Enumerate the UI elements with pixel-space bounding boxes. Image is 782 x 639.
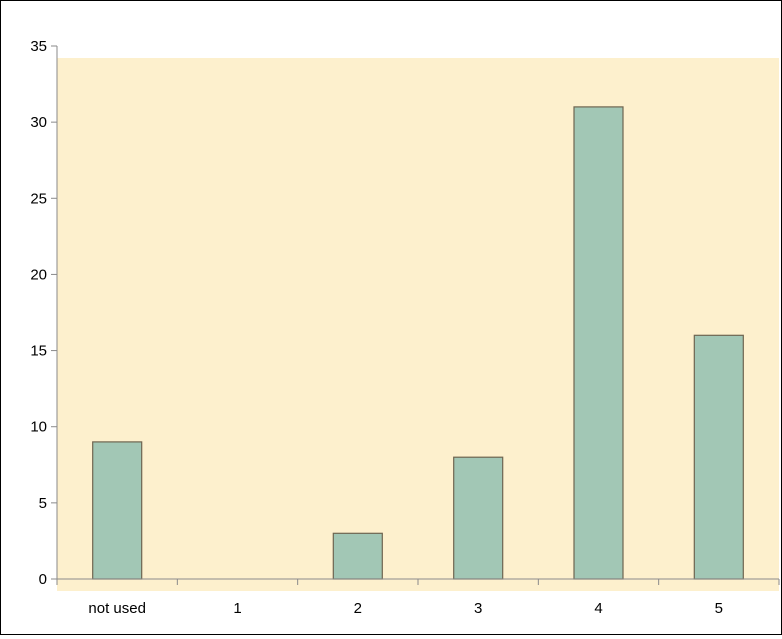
y-tick-label: 0 (39, 571, 47, 588)
y-tick-label: 20 (30, 266, 47, 283)
y-tick-label: 35 (30, 38, 47, 55)
bar-not-used (92, 441, 143, 580)
bar-3 (453, 456, 504, 580)
y-tick-label: 30 (30, 114, 47, 131)
y-axis: 0 5 10 15 20 25 30 35 (30, 38, 58, 588)
bar-4 (573, 106, 624, 580)
x-tick-label: not used (88, 600, 146, 617)
x-tick-label: 2 (354, 600, 362, 617)
bar-5 (693, 334, 744, 580)
y-tick-label: 15 (30, 343, 47, 360)
x-tick-label: 5 (715, 600, 723, 617)
y-tick-label: 25 (30, 190, 47, 207)
x-tick-label: 1 (233, 600, 241, 617)
x-axis: not used 1 2 3 4 5 (51, 578, 780, 617)
x-tick-label: 4 (594, 600, 602, 617)
bars-group (92, 106, 744, 580)
bar-2 (332, 532, 383, 580)
x-tick-label: 3 (474, 600, 482, 617)
y-tick-label: 10 (30, 419, 47, 436)
plot-area (57, 58, 779, 591)
y-tick-label: 5 (39, 495, 47, 512)
